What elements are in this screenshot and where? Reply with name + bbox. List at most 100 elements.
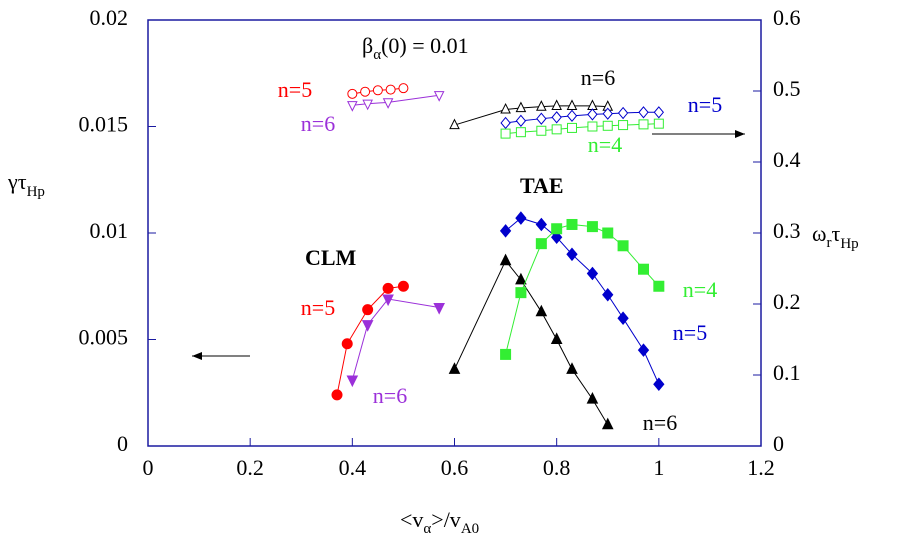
y2-tick-label: 0.3 (773, 218, 801, 243)
data-point (433, 303, 445, 315)
y2-tick-label: 0.4 (773, 147, 801, 172)
data-point (499, 253, 512, 266)
data-point (587, 99, 598, 111)
data-point (385, 84, 396, 95)
y2-tick-label: 0.5 (773, 76, 801, 101)
series-label: n=4 (683, 277, 717, 302)
series-label: n=5 (278, 77, 312, 102)
data-point (361, 320, 374, 332)
data-point (653, 118, 664, 129)
data-point (618, 120, 629, 131)
data-point (397, 280, 409, 292)
data-point (448, 362, 461, 374)
data-point (500, 102, 511, 114)
series-line (505, 217, 660, 385)
data-point (536, 125, 547, 136)
data-point (499, 224, 512, 238)
data-point (347, 88, 358, 99)
x-tick-label: 0.4 (339, 455, 367, 480)
data-point (617, 311, 629, 325)
series-label: n=6 (373, 383, 407, 408)
data-point (372, 85, 383, 96)
data-point (382, 294, 394, 307)
data-point (347, 101, 358, 112)
data-point (341, 338, 353, 350)
data-point (551, 223, 563, 235)
data-point (382, 282, 394, 294)
series-label: n=5 (301, 295, 335, 320)
data-point (515, 127, 526, 138)
data-point (653, 377, 665, 392)
series-label: n=6 (643, 410, 677, 435)
series-line (352, 94, 440, 106)
series-line (351, 298, 440, 381)
data-point (566, 122, 577, 133)
x-tick-label: 1.2 (747, 455, 775, 480)
data-point (653, 106, 664, 119)
series-label: n=4 (588, 132, 622, 157)
y2-tick-label: 0.1 (773, 360, 801, 385)
series-line (454, 259, 609, 425)
series-line (505, 111, 659, 124)
data-point (653, 280, 665, 292)
series-label: n=5 (673, 320, 707, 345)
data-point (551, 230, 563, 245)
data-point (449, 118, 460, 130)
data-point (638, 263, 650, 275)
data-point (551, 99, 562, 111)
data-point (346, 375, 359, 388)
data-point (587, 108, 598, 121)
series-label: n=6 (301, 111, 335, 136)
series-line (505, 223, 660, 355)
data-point (398, 83, 409, 94)
data-point (551, 124, 562, 135)
y2-tick-label: 0 (773, 431, 784, 456)
data-point (617, 106, 629, 120)
series-line (454, 105, 608, 126)
data-point (515, 114, 527, 128)
data-point (587, 121, 598, 132)
x-axis-label: <vα>/vA0 (400, 507, 479, 537)
chart-title: βα(0) = 0.01 (362, 33, 469, 63)
data-point (515, 101, 527, 113)
data-point (566, 99, 578, 111)
x-tick-label: 1 (653, 455, 664, 480)
y-tick-label: 0.015 (79, 112, 129, 137)
data-point (586, 392, 599, 404)
data-point (566, 362, 578, 374)
data-point (602, 227, 614, 239)
data-point (331, 389, 343, 401)
y-axis-label: γτHp (7, 169, 45, 200)
data-point (566, 218, 578, 230)
data-point (602, 120, 613, 131)
data-point (362, 304, 374, 316)
data-point (536, 112, 547, 125)
annotation: CLM (305, 245, 357, 270)
x-tick-label: 0.2 (236, 455, 264, 480)
series-label: n=5 (688, 92, 722, 117)
data-point (550, 332, 563, 344)
data-point (586, 221, 598, 233)
data-point (362, 99, 373, 111)
data-point (637, 343, 650, 357)
data-point (433, 91, 445, 102)
data-point (566, 247, 578, 262)
y-tick-label: 0.005 (79, 325, 129, 350)
data-point (535, 238, 547, 250)
data-point (602, 287, 614, 302)
data-point (551, 111, 562, 124)
annotation: TAE (520, 173, 564, 198)
y2-axis-label: ωrτHp (812, 221, 859, 252)
y-tick-label: 0 (117, 431, 128, 456)
data-point (617, 240, 629, 252)
plot-frame (147, 19, 762, 447)
data-point (360, 86, 371, 97)
data-point (500, 116, 511, 130)
data-point (566, 109, 578, 123)
x-tick-label: 0.8 (543, 455, 571, 480)
data-point (638, 119, 649, 130)
series-line (505, 123, 659, 135)
data-point (515, 287, 527, 299)
data-point (586, 266, 599, 281)
